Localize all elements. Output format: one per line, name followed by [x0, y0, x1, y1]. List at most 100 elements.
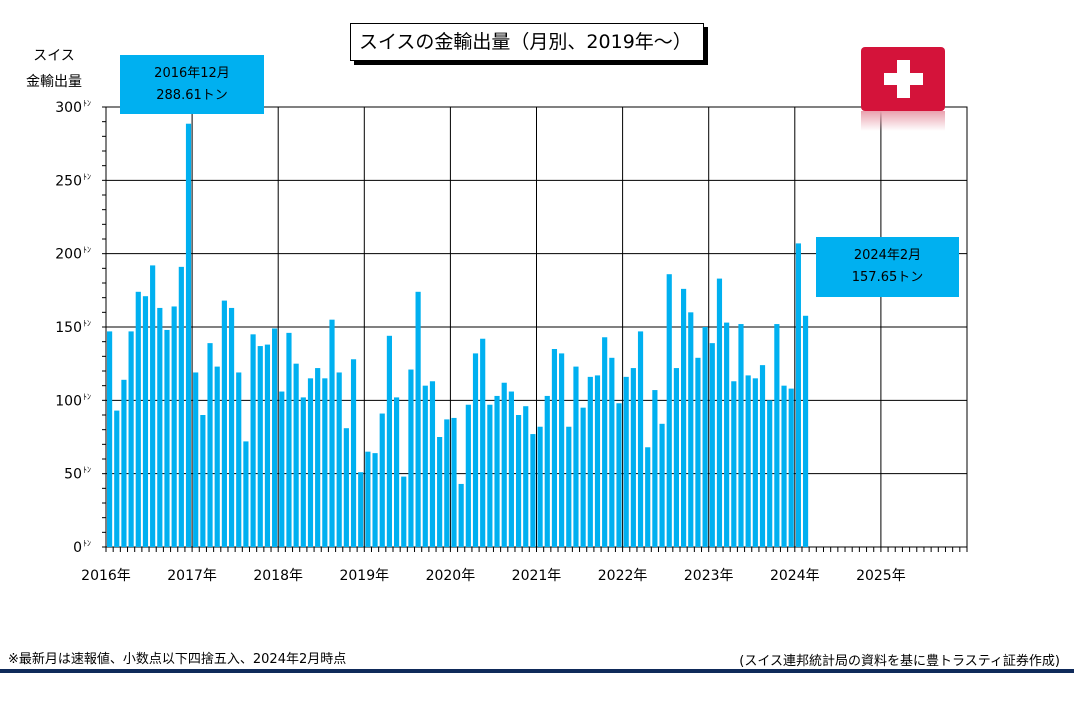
- bar: [759, 365, 766, 547]
- latest-callout: 2024年2月 157.65トン: [816, 237, 959, 297]
- bar: [494, 395, 500, 547]
- x-tick-label: 2021年: [512, 568, 562, 584]
- bar: [221, 300, 227, 547]
- bar: [257, 346, 263, 547]
- bar: [745, 375, 751, 547]
- bar: [501, 382, 507, 547]
- bar: [286, 332, 292, 547]
- bottom-rule: [0, 669, 1074, 673]
- bar: [200, 415, 206, 547]
- bar: [408, 369, 414, 547]
- chart-title: スイスの金輸出量（月別、2019年～）: [350, 23, 704, 61]
- bar: [343, 428, 349, 547]
- x-tick-label: 2016年: [81, 568, 131, 584]
- bar: [537, 426, 543, 547]
- bar: [724, 322, 730, 547]
- bar: [688, 312, 694, 547]
- y-axis-label: スイス 金輸出量: [14, 43, 94, 95]
- bar: [279, 391, 285, 547]
- x-tick-label: 2023年: [684, 568, 734, 584]
- bar: [157, 307, 163, 547]
- y-tick-label: 100: [55, 393, 82, 409]
- bar: [451, 417, 457, 547]
- bar: [795, 243, 801, 547]
- y-tick-unit: ﾄﾝ: [83, 99, 91, 108]
- bar: [372, 453, 378, 547]
- y-tick-unit: ﾄﾝ: [83, 466, 91, 475]
- bar: [336, 372, 342, 547]
- bar: [645, 447, 651, 547]
- y-tick-label: 0: [73, 540, 82, 556]
- bar: [329, 319, 335, 547]
- bar: [573, 366, 579, 547]
- bar: [788, 388, 794, 547]
- bar: [322, 378, 328, 547]
- x-tick-label: 2017年: [167, 568, 217, 584]
- bar: [587, 376, 593, 547]
- bar: [551, 349, 558, 547]
- bar: [465, 404, 471, 547]
- bar: [178, 266, 184, 547]
- bar: [293, 363, 299, 547]
- bar: [681, 288, 687, 547]
- grid-lines: [105, 106, 968, 548]
- bar: [243, 441, 249, 547]
- bar: [673, 368, 679, 547]
- bar: [135, 291, 141, 547]
- bar: [121, 379, 127, 547]
- bar: [781, 385, 787, 547]
- bar: [386, 335, 392, 547]
- bar: [250, 334, 256, 547]
- bar: [207, 343, 213, 547]
- bar: [709, 343, 715, 547]
- swiss-flag-icon: [861, 47, 945, 111]
- x-tick-label: 2018年: [253, 568, 303, 584]
- bar: [731, 381, 737, 547]
- footnote: ※最新月は速報値、小数点以下四捨五入、2024年2月時点: [8, 652, 347, 667]
- bar: [637, 331, 644, 547]
- bar: [652, 390, 658, 547]
- y-tick-unit: ﾄﾝ: [83, 172, 91, 181]
- bar: [114, 410, 120, 547]
- y-tick-unit: ﾄﾝ: [83, 392, 91, 401]
- bar: [623, 376, 629, 547]
- bar: [444, 419, 450, 547]
- bar: [394, 397, 400, 547]
- bar: [185, 123, 192, 548]
- bar: [802, 315, 809, 547]
- bar: [415, 291, 421, 547]
- bar: [193, 372, 199, 547]
- y-tick-label: 300: [55, 100, 82, 116]
- bar: [630, 368, 636, 547]
- bar: [480, 338, 486, 547]
- bar: [164, 329, 170, 547]
- bar: [602, 337, 608, 547]
- bar: [695, 357, 701, 547]
- latest-callout-date: 2024年2月: [853, 248, 922, 263]
- bar: [236, 372, 242, 547]
- x-tick-label: 2020年: [426, 568, 476, 584]
- bar: [666, 274, 672, 547]
- x-tick-label: 2025年: [856, 568, 906, 584]
- bar: [228, 307, 235, 547]
- y-tick-label: 150: [55, 320, 82, 336]
- peak-callout-value: 288.61トン: [156, 87, 228, 103]
- bar: [752, 378, 758, 547]
- bar: [774, 324, 780, 547]
- bar: [401, 476, 407, 547]
- bar: [580, 407, 586, 547]
- bar: [472, 353, 479, 547]
- bar: [350, 359, 357, 547]
- bar: [767, 400, 773, 547]
- bar: [264, 344, 271, 547]
- bar: [515, 415, 522, 547]
- bar: [142, 296, 149, 547]
- bar: [616, 403, 622, 547]
- bar: [150, 265, 156, 547]
- bar: [437, 437, 443, 547]
- y-tick-unit: ﾄﾝ: [83, 319, 91, 328]
- y-axis-label-line2: 金輸出量: [26, 74, 82, 90]
- y-tick-label: 250: [55, 173, 82, 189]
- bar: [487, 404, 493, 547]
